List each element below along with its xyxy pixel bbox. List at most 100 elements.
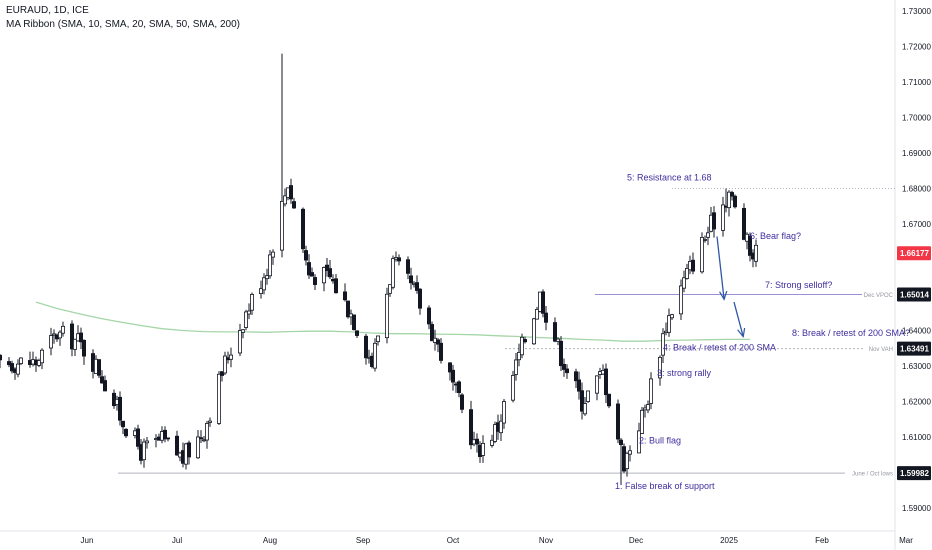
candle-body bbox=[9, 363, 14, 372]
candle-body bbox=[186, 442, 191, 458]
candle-body bbox=[748, 235, 753, 256]
candle-body bbox=[372, 342, 377, 369]
y-tick-label: 1.61000 bbox=[902, 433, 931, 442]
candle-body bbox=[405, 259, 410, 274]
candle-body bbox=[270, 251, 275, 258]
time-axis[interactable]: Jun Jul Aug Sep Oct Nov Dec 2025 Feb Mar bbox=[81, 536, 914, 545]
indicator-legend: MA Ribbon (SMA, 10, SMA, 20, SMA, 50, SM… bbox=[6, 19, 240, 30]
candle-body bbox=[607, 393, 612, 407]
annotation-strong-rally: 3: strong rally bbox=[657, 368, 712, 378]
candle-body bbox=[489, 439, 494, 446]
y-tick-label: 1.72000 bbox=[902, 43, 931, 52]
candle-body bbox=[345, 300, 350, 318]
candle-body bbox=[279, 201, 284, 251]
candle-body bbox=[333, 278, 338, 294]
price-label-june-oct-lows: 1.59982 bbox=[900, 469, 929, 478]
annotation-false-break: 1: False break of support bbox=[615, 481, 715, 491]
level-tag-dec-vpoc: Dec VPOC bbox=[864, 293, 894, 299]
candle-body bbox=[58, 331, 63, 339]
y-tick-label: 1.64000 bbox=[902, 327, 931, 336]
candle-body bbox=[216, 373, 221, 424]
candle-body bbox=[468, 409, 473, 446]
candle-body bbox=[52, 333, 57, 336]
y-tick-label: 1.73000 bbox=[902, 7, 931, 16]
candle-body bbox=[721, 204, 726, 231]
candle-body bbox=[730, 192, 735, 197]
candle-body bbox=[396, 257, 401, 262]
candle-body bbox=[700, 237, 705, 273]
x-tick-label: Feb bbox=[815, 536, 829, 545]
candle-body bbox=[474, 438, 479, 445]
candle-body bbox=[514, 359, 519, 375]
candle-body bbox=[207, 420, 212, 423]
x-tick-label: Jul bbox=[172, 536, 182, 545]
candle-body bbox=[691, 259, 696, 272]
candle-body bbox=[450, 369, 455, 383]
candle-body bbox=[604, 368, 609, 396]
candle-body bbox=[40, 349, 45, 364]
candle-body bbox=[141, 441, 146, 461]
candle-body bbox=[532, 318, 537, 345]
candles-layer bbox=[0, 53, 759, 485]
candle-body bbox=[124, 428, 129, 437]
candle-body bbox=[640, 409, 645, 434]
current-price-label: 1.66177 bbox=[900, 249, 929, 258]
candle-body bbox=[619, 439, 624, 446]
candle-body bbox=[459, 394, 464, 410]
level-tag-june-oct-lows: June / Oct lows bbox=[852, 472, 893, 478]
candle-body bbox=[553, 322, 558, 342]
candle-body bbox=[429, 324, 434, 342]
candle-body bbox=[228, 354, 233, 360]
candle-body bbox=[616, 403, 621, 440]
candle-body bbox=[198, 437, 203, 440]
candle-body bbox=[82, 339, 87, 357]
y-tick-label: 1.62000 bbox=[902, 398, 931, 407]
candle-body bbox=[79, 332, 84, 343]
candle-body bbox=[577, 379, 582, 392]
price-label-dec-vpoc: 1.65014 bbox=[900, 291, 929, 300]
candle-body bbox=[246, 310, 251, 315]
candle-body bbox=[480, 443, 485, 456]
candle-body bbox=[583, 403, 588, 415]
candle-body bbox=[321, 267, 326, 284]
candle-body bbox=[342, 291, 347, 301]
candle-body bbox=[243, 311, 248, 328]
candle-body bbox=[408, 275, 413, 284]
candle-body bbox=[754, 244, 759, 262]
candle-body bbox=[375, 335, 380, 343]
candle-body bbox=[267, 254, 272, 277]
y-tick-label: 1.59000 bbox=[902, 504, 931, 513]
candle-body bbox=[595, 375, 600, 394]
candle-body bbox=[649, 378, 654, 404]
candle-body bbox=[387, 284, 392, 294]
price-axis[interactable]: 1.73000 1.72000 1.71000 1.70000 1.69000 1.680… bbox=[902, 7, 931, 513]
candle-body bbox=[351, 314, 356, 331]
candle-body bbox=[384, 293, 389, 339]
y-tick-label: 1.63000 bbox=[902, 362, 931, 371]
candle-body bbox=[727, 191, 732, 209]
candle-body bbox=[501, 401, 506, 424]
candle-body bbox=[237, 330, 242, 354]
candle-body bbox=[312, 277, 317, 285]
candle-body bbox=[354, 330, 359, 336]
candle-body bbox=[291, 201, 296, 209]
candle-body bbox=[541, 291, 546, 314]
candle-body bbox=[646, 404, 651, 411]
candle-body bbox=[556, 338, 561, 342]
candle-body bbox=[303, 250, 308, 261]
x-tick-label: 2025 bbox=[720, 536, 738, 545]
candle-body bbox=[523, 339, 528, 343]
candle-body bbox=[544, 312, 549, 323]
arrow-break-200sma bbox=[733, 301, 743, 336]
candle-body bbox=[414, 282, 419, 291]
candle-body bbox=[97, 359, 102, 376]
x-tick-label: Mar bbox=[899, 536, 913, 545]
candle-body bbox=[628, 450, 633, 455]
x-tick-label: Jun bbox=[81, 536, 94, 545]
candle-body bbox=[61, 325, 66, 334]
candle-body bbox=[574, 371, 579, 382]
x-tick-label: Sep bbox=[356, 536, 371, 545]
candle-body bbox=[625, 452, 630, 470]
candle-body bbox=[447, 362, 452, 373]
